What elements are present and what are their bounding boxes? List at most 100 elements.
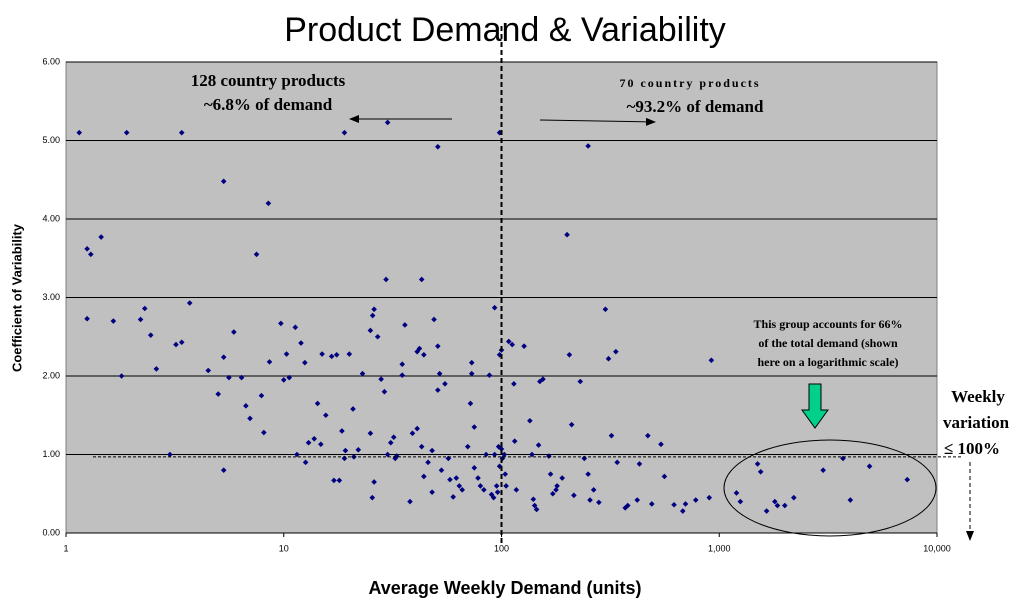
point — [791, 494, 797, 501]
point — [521, 343, 527, 349]
point — [399, 372, 406, 379]
point — [425, 459, 431, 466]
point — [682, 501, 689, 507]
point — [261, 429, 267, 436]
point — [247, 415, 253, 422]
point — [634, 497, 641, 503]
point — [311, 436, 318, 442]
x-tick-label: 10,000 — [923, 543, 951, 553]
point — [137, 316, 144, 323]
point — [459, 487, 466, 493]
annotation: ~93.2% of demand — [627, 97, 764, 116]
point — [350, 406, 356, 412]
point — [243, 403, 249, 409]
point — [757, 468, 764, 475]
point — [566, 352, 573, 358]
point — [450, 494, 456, 500]
point — [418, 443, 425, 450]
point — [464, 443, 471, 450]
point — [559, 475, 565, 481]
point — [453, 475, 460, 481]
point — [624, 502, 631, 509]
point — [486, 372, 493, 379]
point — [820, 467, 826, 473]
point — [342, 447, 349, 454]
point — [393, 453, 400, 459]
point — [435, 143, 441, 150]
point — [314, 400, 321, 407]
point — [302, 459, 309, 466]
point — [331, 477, 337, 484]
point — [772, 498, 778, 505]
point — [367, 327, 374, 334]
point — [498, 446, 505, 452]
point — [339, 428, 345, 434]
point — [706, 494, 713, 501]
point — [435, 343, 441, 349]
point — [283, 351, 290, 357]
point — [549, 490, 556, 497]
point — [438, 467, 445, 473]
point — [774, 502, 781, 509]
point — [84, 315, 90, 322]
point — [220, 354, 227, 360]
point — [384, 451, 391, 458]
annotation: 128 country products — [191, 71, 346, 90]
point — [409, 430, 416, 437]
x-axis-label: Average Weekly Demand (units) — [368, 578, 641, 598]
point — [496, 463, 503, 470]
point — [636, 461, 643, 467]
y-tick-label: 0.00 — [42, 527, 60, 537]
point — [553, 487, 559, 493]
point — [613, 348, 619, 355]
y-tick-label: 1.00 — [42, 449, 60, 459]
y-tick-label: 6.00 — [42, 56, 60, 66]
point — [407, 498, 413, 505]
point — [186, 300, 193, 306]
point — [471, 465, 478, 471]
point — [215, 391, 222, 397]
point — [416, 345, 423, 352]
point — [554, 483, 560, 489]
point — [501, 451, 508, 458]
y-tick-label: 4.00 — [42, 213, 60, 223]
point — [371, 306, 377, 313]
point — [866, 463, 873, 470]
point — [477, 483, 484, 489]
point — [88, 251, 94, 258]
point — [491, 451, 498, 458]
y-axis-label: Coefficient of Variability — [9, 223, 24, 372]
point — [253, 251, 260, 258]
point — [333, 352, 340, 358]
point — [205, 367, 212, 374]
point — [238, 374, 245, 381]
point — [123, 129, 130, 136]
point — [568, 421, 575, 428]
y-tick-label: 3.00 — [42, 292, 60, 302]
point — [258, 392, 265, 399]
point — [167, 451, 173, 458]
point — [278, 320, 284, 327]
point — [781, 502, 788, 509]
point — [294, 451, 300, 458]
point — [98, 234, 104, 240]
point — [590, 487, 597, 493]
y-tick-label: 2.00 — [42, 370, 60, 380]
annotation: variation — [943, 413, 1010, 432]
point — [265, 200, 272, 207]
point — [645, 432, 651, 439]
point — [118, 373, 125, 379]
point — [602, 306, 609, 313]
point — [596, 499, 602, 506]
annotation: ~6.8% of demand — [204, 95, 333, 114]
x-tick-label: 100 — [494, 543, 509, 553]
x-tick-label: 1 — [63, 543, 68, 553]
point — [585, 143, 591, 149]
point — [436, 370, 443, 377]
point — [547, 471, 554, 477]
point — [429, 447, 435, 454]
point — [513, 487, 520, 493]
point — [531, 502, 538, 509]
point — [302, 359, 308, 366]
